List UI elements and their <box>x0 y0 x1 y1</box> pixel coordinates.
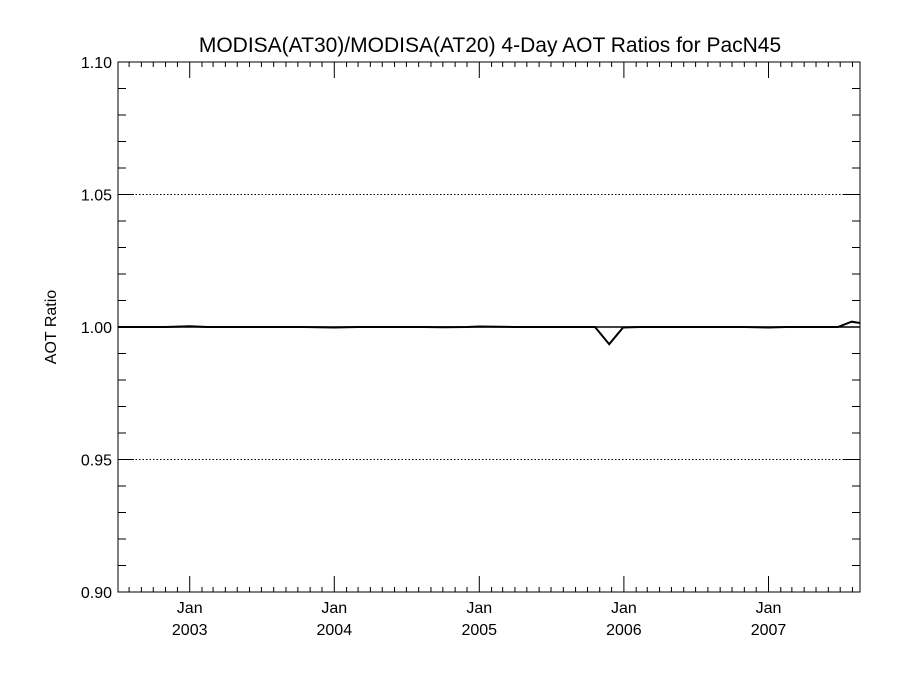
x-tick-label-year: 2007 <box>751 622 787 639</box>
x-tick-label-year: 2005 <box>461 622 497 639</box>
y-tick-labels: 0.90 0.95 1.00 1.05 1.10 <box>81 55 112 602</box>
x-tick-label-year: 2006 <box>606 622 642 639</box>
y-tick-label: 1.05 <box>81 188 112 205</box>
x-tick-label-month: Jan <box>177 600 203 617</box>
x-tick-labels: Jan 2003 Jan 2004 Jan 2005 Jan 2006 Jan 2007 <box>172 600 786 639</box>
x-tick-label-year: 2003 <box>172 622 208 639</box>
x-tick-label-month: Jan <box>611 600 637 617</box>
plot-frame <box>117 61 861 593</box>
chart-title: MODISA(AT30)/MODISA(AT20) 4-Day AOT Rati… <box>199 34 781 57</box>
x-tick-label-month: Jan <box>756 600 782 617</box>
tick-marks <box>118 61 860 593</box>
x-tick-label-year: 2004 <box>317 622 353 639</box>
y-tick-label: 0.90 <box>81 585 112 602</box>
y-tick-label: 1.10 <box>81 55 112 72</box>
x-tick-label-month: Jan <box>466 600 492 617</box>
y-tick-label: 0.95 <box>81 453 112 470</box>
y-axis-label: AOT Ratio <box>43 290 60 365</box>
x-tick-label-month: Jan <box>321 600 347 617</box>
y-tick-label: 1.00 <box>81 320 112 337</box>
series-layer <box>118 320 861 346</box>
series-line <box>118 320 861 346</box>
